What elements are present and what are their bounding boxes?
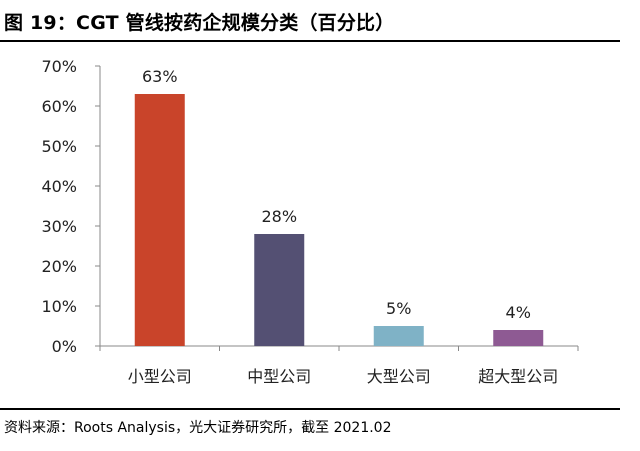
source-note: 资料来源：Roots Analysis，光大证券研究所，截至 2021.02 xyxy=(4,420,392,436)
bar-1 xyxy=(134,94,185,346)
x-tick-label: 超大型公司 xyxy=(478,367,558,386)
y-axis: 0% 10% 20% 30% 40% 50% 60% 70% xyxy=(41,57,101,356)
bars xyxy=(134,94,544,346)
y-tick-label: 70% xyxy=(41,57,77,76)
x-tick-label: 大型公司 xyxy=(367,367,431,386)
bar-chart: 0% 10% 20% 30% 40% 50% 60% 70% 小型公司 中型公司 大型公司 超大型公… xyxy=(41,57,579,386)
data-label: 28% xyxy=(261,207,297,226)
y-tick-label: 40% xyxy=(41,177,77,196)
bar-4 xyxy=(493,330,544,346)
data-label: 63% xyxy=(142,67,178,86)
page-title: 图 19：CGT 管线按药企规模分类（百分比） xyxy=(4,12,395,34)
y-tick-label: 60% xyxy=(41,97,77,116)
bar-2 xyxy=(254,234,305,346)
x-axis: 小型公司 中型公司 大型公司 超大型公司 xyxy=(99,345,579,386)
y-tick-label: 0% xyxy=(52,337,77,356)
y-tick-label: 20% xyxy=(41,257,77,276)
bar-3 xyxy=(373,326,424,346)
data-labels: 63% 28% 5% 4% xyxy=(142,67,531,322)
source-divider xyxy=(0,408,620,410)
y-tick-label: 30% xyxy=(41,217,77,236)
y-tick-label: 50% xyxy=(41,137,77,156)
y-tick-label: 10% xyxy=(41,297,77,316)
x-tick-label: 小型公司 xyxy=(128,367,192,386)
title-divider xyxy=(0,40,620,42)
data-label: 5% xyxy=(386,299,411,318)
x-tick-label: 中型公司 xyxy=(247,367,311,386)
data-label: 4% xyxy=(506,303,531,322)
